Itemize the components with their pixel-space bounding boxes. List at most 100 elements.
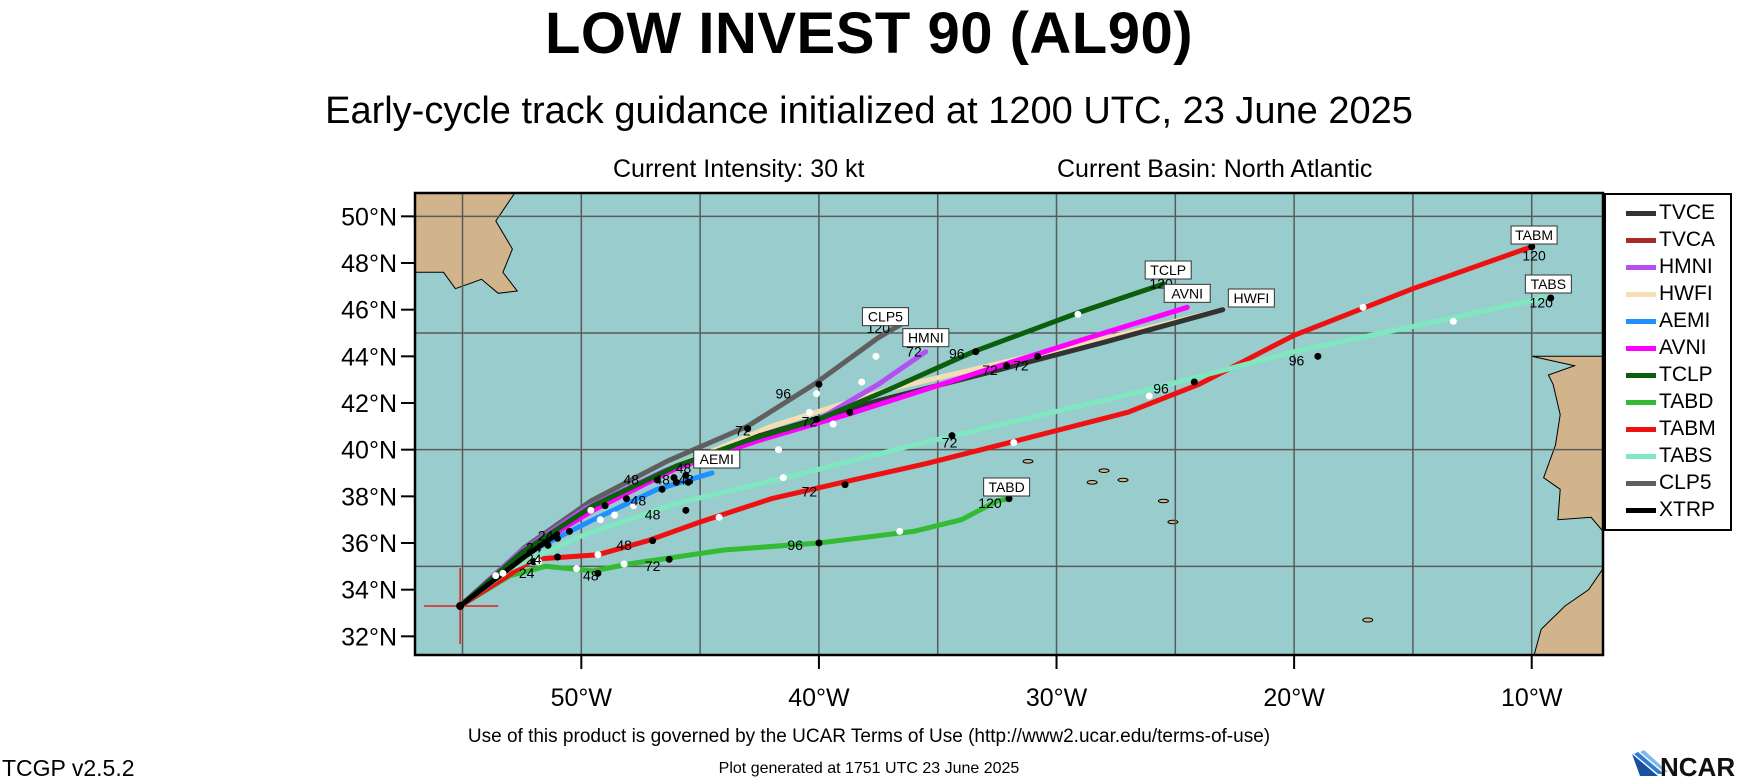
forecast-hour-label: 120 — [1530, 294, 1554, 310]
track-tabs — [457, 295, 1547, 609]
track-point-black — [972, 348, 980, 356]
lon-tick-label: 30°W — [1026, 684, 1088, 712]
plot-generated-text: Plot generated at 1751 UTC 23 June 2025 — [718, 760, 1020, 777]
land-azores-island — [1022, 459, 1034, 464]
track-label-box — [1510, 225, 1558, 245]
legend-label: TCLP — [1659, 363, 1713, 386]
forecast-hour-label: 120 — [1522, 248, 1546, 264]
land-azores-island — [1117, 477, 1129, 483]
forecast-hour-label: 48 — [676, 460, 692, 476]
page-title: LOW INVEST 90 (AL90) — [544, 1, 1194, 66]
lat-tick-label: 48°N — [341, 250, 397, 278]
track-label-box — [1144, 260, 1192, 280]
forecast-hour-label: 96 — [775, 385, 791, 401]
legend-label: HMNI — [1659, 255, 1713, 278]
lat-tick-label: 34°N — [341, 577, 397, 605]
legend-swatch — [1626, 211, 1656, 216]
legend-label: TVCE — [1659, 201, 1716, 224]
forecast-hour-label: 120 — [978, 495, 1002, 511]
lon-tick-label: 10°W — [1501, 684, 1563, 712]
track-point-black — [554, 534, 562, 542]
legend-swatch — [1626, 373, 1656, 378]
track-point-white — [630, 502, 638, 510]
track-point-white — [620, 560, 628, 568]
land-azores-island — [1167, 519, 1179, 525]
track-tabm — [457, 244, 1535, 609]
lat-tick-label: 50°N — [341, 203, 397, 231]
forecast-hour-label: 24 — [526, 551, 542, 567]
track-label-box — [1524, 274, 1572, 294]
page-subtitle: Early-cycle track guidance initialized a… — [325, 90, 1413, 132]
forecast-hour-label: 72 — [982, 362, 998, 378]
forecast-hour-label: 24 — [519, 565, 535, 581]
track-label-box — [1227, 288, 1275, 308]
land-azores-island — [1098, 468, 1110, 473]
forecast-hour-label: 96 — [787, 537, 803, 553]
legend-label: TABM — [1659, 417, 1716, 440]
track-point-white — [779, 474, 787, 482]
track-point-white — [611, 511, 619, 519]
legend-swatch — [1626, 319, 1656, 324]
track-point-black — [841, 481, 849, 489]
track-point-white — [1145, 392, 1153, 400]
track-label-aemi: AEMI — [700, 451, 734, 467]
legend-item-tabm: TABM — [1606, 416, 1734, 442]
track-point-white — [596, 516, 604, 524]
track-label-hwfi: HWFI — [1233, 290, 1269, 306]
lat-tick-label: 32°N — [341, 623, 397, 651]
current-intensity: Current Intensity: 30 kt — [613, 155, 865, 183]
forecast-hour-label: 48 — [616, 537, 632, 553]
legend-swatch — [1626, 454, 1656, 459]
track-point-black — [1003, 362, 1011, 370]
legend-swatch — [1626, 400, 1656, 405]
track-label-clp5: CLP5 — [868, 309, 903, 325]
legend-label: XTRP — [1659, 498, 1716, 521]
current-basin: Current Basin: North Atlantic — [1057, 155, 1373, 183]
track-label-box — [983, 477, 1031, 497]
track-label-box — [1163, 283, 1211, 303]
track-point-white — [896, 527, 904, 535]
forecast-hour-label: 48 — [678, 472, 694, 488]
forecast-hour-label: 72 — [1013, 357, 1029, 373]
forecast-hour-label: 48 — [631, 493, 647, 509]
track-point-black — [1314, 352, 1322, 360]
legend-item-aemi: AEMI — [1606, 308, 1734, 334]
lat-tick-label: 46°N — [341, 297, 397, 325]
track-point-black — [815, 539, 823, 547]
track-label-tabs: TABS — [1531, 276, 1567, 292]
land-azores-island — [1157, 498, 1169, 504]
track-label-avni: AVNI — [1171, 285, 1203, 301]
forecast-hour-label: 48 — [654, 472, 670, 488]
forecast-hour-label: 48 — [623, 472, 639, 488]
track-label-box — [902, 328, 950, 348]
track-point-black — [665, 555, 673, 563]
forecast-hour-label: 72 — [735, 423, 751, 439]
lat-tick-label: 44°N — [341, 343, 397, 371]
track-label-tclp: TCLP — [1150, 262, 1186, 278]
forecast-hour-label: 72 — [942, 434, 958, 450]
track-label-box — [861, 307, 909, 327]
track-point-black — [682, 506, 690, 514]
legend-item-tclp: TCLP — [1606, 362, 1734, 388]
land-africa — [1533, 567, 1603, 655]
track-label-tabd: TABD — [988, 479, 1024, 495]
track-point-white — [715, 513, 723, 521]
track-point-black — [670, 474, 678, 482]
legend-item-tvca: TVCA — [1606, 227, 1734, 253]
track-point-white — [492, 572, 500, 580]
track-point-black — [1190, 378, 1198, 386]
track-point-white — [573, 565, 581, 573]
track-tabd — [457, 496, 1012, 609]
lon-tick-label: 40°W — [788, 684, 850, 712]
legend-label: TVCA — [1659, 228, 1716, 251]
forecast-hour-label: 48 — [583, 567, 599, 583]
legend-item-tabs: TABS — [1606, 443, 1734, 469]
track-point-white — [594, 551, 602, 559]
track-point-white — [805, 408, 813, 416]
legend-label: TABD — [1659, 390, 1714, 413]
track-label-box — [693, 449, 741, 469]
track-point-white — [535, 558, 543, 566]
map-border — [413, 191, 1605, 657]
